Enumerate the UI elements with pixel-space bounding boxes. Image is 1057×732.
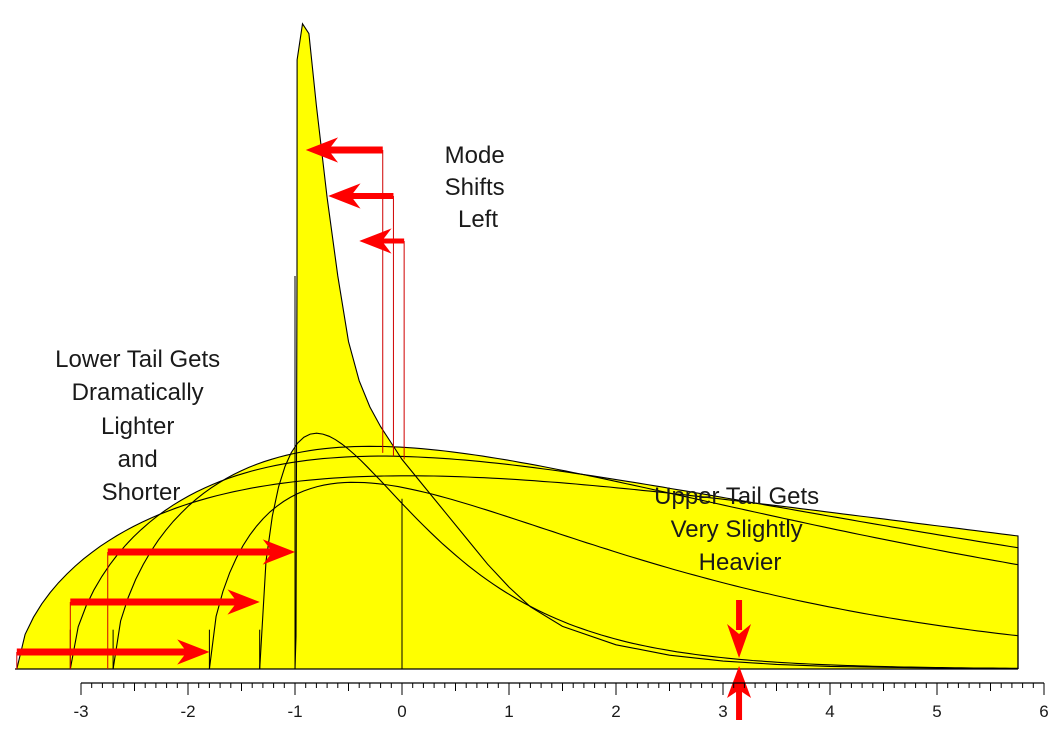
density-curve-2 bbox=[69, 455, 1019, 670]
annotation-layer: Mode Shifts Left Lower Tail Gets Dramati… bbox=[55, 142, 826, 576]
density-curve-3 bbox=[112, 445, 1019, 670]
density-curve-4 bbox=[208, 481, 1019, 670]
x-axis: -3 -2 -1 0 1 2 3 4 5 6 bbox=[73, 682, 1049, 721]
mode-arrow-2-head bbox=[328, 183, 361, 209]
lower-tail-annotation-line: and bbox=[118, 446, 158, 473]
x-tick-label: -3 bbox=[73, 702, 88, 721]
x-tick-label: 1 bbox=[504, 702, 513, 721]
x-tick-label: 4 bbox=[825, 702, 834, 721]
lower-tail-annotation-line: Lower Tail Gets bbox=[55, 346, 220, 373]
arrow-layer bbox=[16, 137, 752, 720]
density-curve-1 bbox=[16, 475, 1019, 670]
mode-annotation-line: Mode bbox=[445, 142, 505, 169]
marker-layer bbox=[16, 150, 405, 669]
x-tick-label: 0 bbox=[397, 702, 406, 721]
upper-tail-annotation-line: Upper Tail Gets bbox=[654, 483, 819, 510]
mode-arrow-1-head bbox=[305, 137, 339, 163]
upper-arrow-down-head bbox=[727, 624, 752, 658]
tail-arrow-2-head bbox=[227, 589, 260, 615]
x-tick-label: 6 bbox=[1039, 702, 1048, 721]
upper-arrow-up-head bbox=[727, 666, 752, 698]
x-tick-label: 5 bbox=[932, 702, 941, 721]
lower-tail-annotation-line: Lighter bbox=[101, 413, 174, 440]
x-tick-label: -1 bbox=[287, 702, 302, 721]
mode-annotation: Mode Shifts Left bbox=[445, 142, 512, 233]
lower-tail-annotation-line: Shorter bbox=[102, 479, 181, 506]
x-tick-label: 3 bbox=[718, 702, 727, 721]
mode-annotation-line: Left bbox=[458, 206, 498, 233]
upper-tail-annotation-line: Heavier bbox=[699, 549, 782, 576]
lower-tail-annotation: Lower Tail Gets Dramatically Lighter and… bbox=[55, 346, 227, 506]
tail-arrow-1-head bbox=[262, 539, 296, 565]
upper-tail-annotation: Upper Tail Gets Very Slightly Heavier bbox=[654, 483, 826, 576]
x-tick-label: 2 bbox=[611, 702, 620, 721]
mode-annotation-line: Shifts bbox=[445, 174, 505, 201]
mode-arrow-3-head bbox=[359, 228, 392, 254]
density-curve-6 bbox=[294, 22, 1019, 670]
tail-arrow-3-head bbox=[177, 639, 210, 665]
density-fill-6 bbox=[295, 23, 1018, 670]
fill-layer bbox=[16, 23, 1019, 670]
lower-tail-annotation-line: Dramatically bbox=[72, 379, 204, 406]
x-tick-label: -2 bbox=[180, 702, 195, 721]
upper-tail-annotation-line: Very Slightly bbox=[671, 516, 803, 543]
